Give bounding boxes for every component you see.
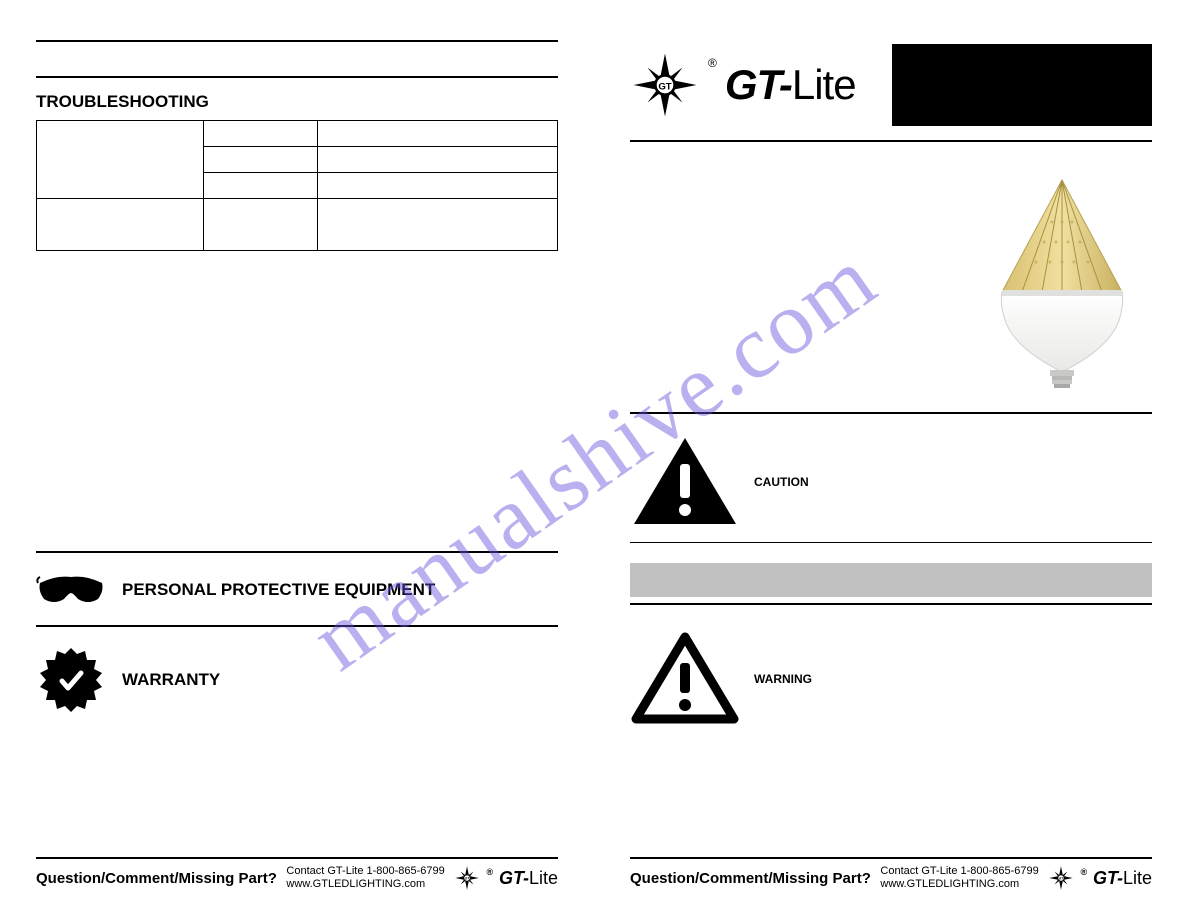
divider — [630, 603, 1152, 605]
table-cell — [318, 199, 558, 251]
caution-solid-triangle-icon — [630, 434, 740, 530]
footer-question: Question/Comment/Missing Part? — [630, 870, 871, 887]
compass-logo-icon: GT — [630, 50, 700, 120]
safety-goggles-icon — [36, 571, 106, 609]
caution-heading: CAUTION — [754, 475, 809, 489]
table-cell — [203, 199, 318, 251]
registered-mark: ® — [708, 56, 717, 70]
table-cell — [203, 173, 318, 199]
brand-main: GT- — [725, 61, 792, 108]
footer-contact: Contact GT-Lite 1-800-865-6799 www.GTLED… — [286, 865, 444, 893]
product-bulb-image — [972, 172, 1152, 392]
ppe-section: PERSONAL PROTECTIVE EQUIPMENT — [36, 571, 558, 609]
footer-question: Question/Comment/Missing Part? — [36, 870, 277, 887]
warning-heading: WARNING — [754, 672, 812, 686]
ppe-heading: PERSONAL PROTECTIVE EQUIPMENT — [122, 580, 435, 600]
footer-brand: GT ® GT-Lite — [454, 865, 558, 891]
footer-brand-main: GT- — [499, 868, 529, 888]
warning-row: WARNING — [630, 631, 1152, 727]
brand-header: GT ® GT-Lite — [630, 44, 1152, 126]
table-row — [37, 121, 558, 147]
brand-wordmark: GT-Lite — [725, 61, 856, 109]
led-bulb-icon — [972, 172, 1152, 392]
table-cell — [37, 199, 204, 251]
footer-contact-phone: Contact GT-Lite 1-800-865-6799 — [880, 865, 1038, 879]
save-instructions-bar — [630, 563, 1152, 597]
divider — [36, 76, 558, 78]
registered-mark: ® — [1080, 867, 1087, 877]
model-number-box — [892, 44, 1152, 126]
footer-brand: GT ® GT-Lite — [1048, 865, 1152, 891]
table-cell — [318, 121, 558, 147]
divider — [36, 551, 558, 553]
left-page: TROUBLESHOOTING — [0, 0, 594, 918]
footer-contact: Contact GT-Lite 1-800-865-6799 www.GTLED… — [880, 865, 1038, 893]
caution-text: CAUTION — [754, 474, 809, 491]
divider — [630, 412, 1152, 414]
divider — [630, 542, 1152, 543]
footer-contact-url: www.GTLEDLIGHTING.com — [286, 878, 444, 892]
warning-text: WARNING — [754, 671, 812, 688]
table-cell — [318, 173, 558, 199]
page-footer: Question/Comment/Missing Part? Contact G… — [630, 857, 1152, 893]
right-page: GT ® GT-Lite — [594, 0, 1188, 918]
footer-brand-main: GT- — [1093, 868, 1123, 888]
footer-contact-phone: Contact GT-Lite 1-800-865-6799 — [286, 865, 444, 879]
footer-brand-sub: Lite — [1123, 868, 1152, 888]
footer-contact-url: www.GTLEDLIGHTING.com — [880, 878, 1038, 892]
warning-outline-triangle-icon — [630, 631, 740, 727]
divider — [630, 140, 1152, 142]
table-cell — [37, 121, 204, 199]
warranty-badge-icon — [36, 645, 106, 715]
two-page-spread: TROUBLESHOOTING — [0, 0, 1188, 918]
table-cell — [318, 147, 558, 173]
troubleshooting-table — [36, 120, 558, 251]
footer-brand-sub: Lite — [529, 868, 558, 888]
table-cell — [203, 121, 318, 147]
product-image-row — [630, 172, 1152, 392]
divider — [36, 625, 558, 627]
caution-row: CAUTION — [630, 434, 1152, 530]
page-footer: Question/Comment/Missing Part? Contact G… — [36, 857, 558, 893]
warranty-heading: WARRANTY — [122, 670, 220, 690]
compass-logo-icon: GT — [454, 865, 480, 891]
brand-logo-group: GT ® GT-Lite — [630, 50, 856, 120]
compass-logo-icon: GT — [1048, 865, 1074, 891]
warranty-section: WARRANTY — [36, 645, 558, 715]
registered-mark: ® — [486, 867, 493, 877]
brand-sub: Lite — [792, 61, 856, 108]
table-row — [37, 199, 558, 251]
troubleshooting-heading: TROUBLESHOOTING — [36, 92, 558, 112]
svg-text:GT: GT — [658, 81, 671, 92]
table-cell — [203, 147, 318, 173]
